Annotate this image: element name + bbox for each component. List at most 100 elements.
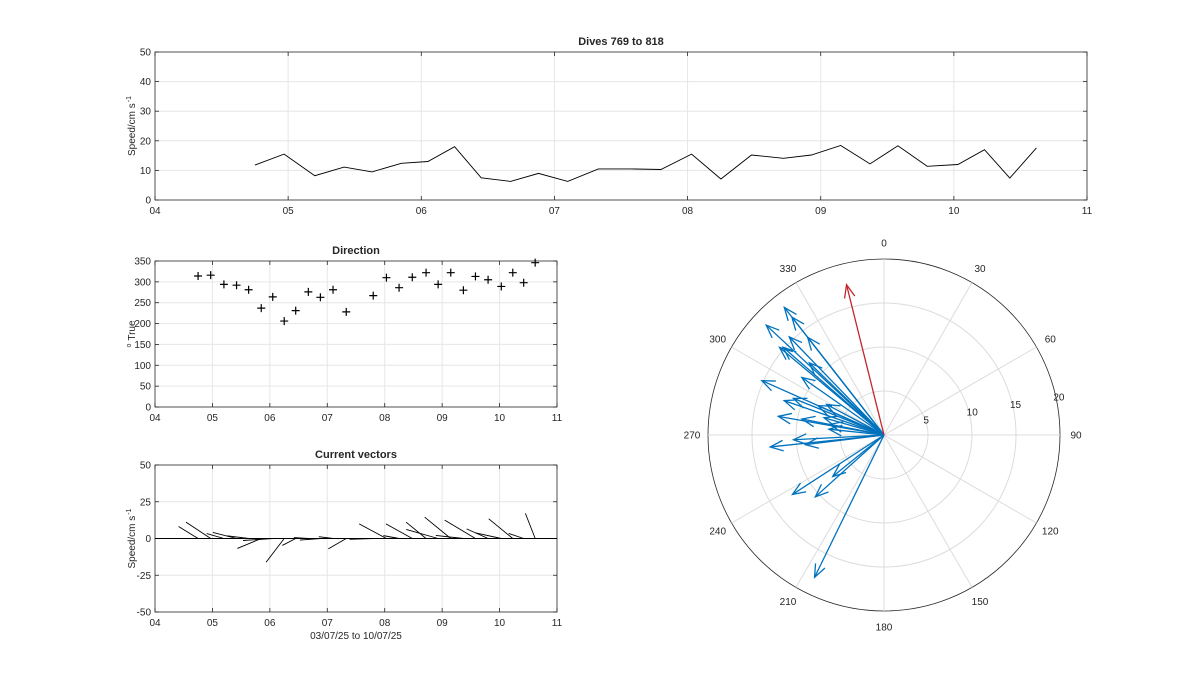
axes-box: [154, 260, 558, 408]
polar-angle-label: 180: [876, 623, 893, 634]
direction-scatter-plot: 04 05 06 07 08 09 10 11 0 50 100 150 200 250 300 350 Dir…: [126, 245, 563, 424]
current-vector-stick: [358, 523, 387, 539]
polar-vector-arrow: [761, 380, 885, 436]
y-tick-label: 50: [140, 382, 152, 393]
current-vector-stick: [475, 532, 502, 539]
current-vector-stick: [185, 521, 211, 539]
direction-marker: [382, 273, 391, 282]
y-axis-label-text: True: [127, 320, 138, 341]
direction-marker: [531, 258, 540, 267]
x-tick-label: 06: [264, 413, 276, 424]
polar-arrowhead: [782, 399, 799, 411]
y-tick-label: 20: [140, 136, 152, 147]
polar-spoke: [883, 434, 1037, 524]
direction-marker: [329, 285, 338, 294]
polar-vector-arrow: [791, 316, 885, 436]
y-tick-label: 50: [140, 461, 152, 472]
polar-vector-arrow: [788, 336, 885, 436]
current-vector-stick: [405, 521, 427, 539]
polar-angle-label: 150: [972, 597, 989, 608]
polar-arrowhead: [778, 346, 794, 360]
direction-marker: [280, 317, 289, 326]
polar-spoke: [883, 434, 973, 588]
x-tick-label: 07: [322, 618, 334, 629]
direction-marker: [395, 283, 404, 292]
y-axis-label-degree: o: [126, 344, 133, 348]
y-tick-label: 300: [134, 277, 151, 288]
polar-arrowhead: [803, 437, 820, 449]
direction-marker: [471, 272, 480, 281]
x-tick-label: 06: [264, 618, 276, 629]
polar-angle-label: 0: [881, 239, 887, 250]
current-vector-stick: [508, 532, 524, 539]
polar-arrowhead: [781, 346, 797, 361]
current-vector-stick: [524, 513, 536, 539]
x-tick-label: 06: [416, 206, 428, 217]
y-tick-label: 0: [145, 403, 151, 414]
current-vector-stick: [328, 538, 347, 550]
x-tick-label: 09: [815, 206, 827, 217]
y-axis-label: o True: [126, 320, 138, 348]
y-tick-label: 0: [145, 534, 151, 545]
polar-angle-label: 270: [684, 431, 701, 442]
polar-spoke: [795, 282, 885, 436]
y-tick-label: 50: [140, 48, 152, 59]
polar-arrowhead: [800, 376, 816, 390]
current-vector-stick: [488, 518, 514, 539]
direction-marker: [459, 286, 468, 295]
current-vector-stick: [435, 534, 464, 539]
polar-angle-label: 330: [780, 264, 797, 275]
polar-arrowhead: [822, 415, 838, 427]
x-tick-label: 08: [379, 618, 391, 629]
x-tick-label: 04: [149, 618, 161, 629]
x-tick-label: 08: [379, 413, 391, 424]
polar-angle-label: 30: [974, 264, 986, 275]
polar-vector-arrow: [778, 415, 885, 436]
direction-marker: [434, 280, 443, 289]
current-vector-stick: [212, 531, 237, 539]
chart-title: Dives 769 to 818: [578, 36, 664, 48]
polar-arrowhead: [791, 482, 807, 496]
y-tick-label: 150: [134, 340, 151, 351]
x-tick-label: 11: [552, 618, 563, 629]
direction-marker: [206, 271, 215, 280]
direction-marker: [232, 281, 241, 290]
polar-arrowhead: [813, 563, 826, 579]
y-tick-label: -50: [137, 608, 152, 619]
direction-marker: [342, 307, 351, 316]
polar-radial-label: 20: [1053, 392, 1065, 403]
current-vector-stick: [265, 538, 285, 563]
polar-compass-plot: 0 30 60 90 120 150 180 210 240 270 300 330 5 10 15 20: [684, 239, 1082, 634]
direction-marker: [291, 306, 300, 315]
polar-vector-arrow: [765, 324, 885, 436]
polar-spoke: [731, 346, 885, 436]
speed-time-series-plot: 04 05 06 07 08 09 10 11 0 10 20 30 40 50 Dives 769 to …: [126, 36, 1093, 217]
direction-marker: [268, 292, 277, 301]
x-tick-label: 07: [322, 413, 334, 424]
x-tick-label: 09: [437, 413, 449, 424]
y-tick-label: 100: [134, 361, 151, 372]
x-tick-label: 10: [494, 618, 506, 629]
current-vector-stick: [424, 516, 452, 539]
polar-latest-vector-arrow: [845, 284, 885, 436]
polar-arrowhead: [824, 403, 841, 416]
direction-marker: [508, 268, 517, 277]
current-vector-stick: [237, 538, 262, 549]
y-tick-label: 350: [134, 257, 151, 268]
current-vector-stick: [299, 538, 321, 541]
x-tick-label: 11: [1082, 206, 1093, 217]
direction-marker: [304, 287, 313, 296]
y-tick-label: -25: [137, 571, 152, 582]
y-tick-label: 250: [134, 298, 151, 309]
x-tick-label: 05: [207, 618, 219, 629]
y-tick-label: 10: [140, 166, 152, 177]
y-axis-label-text: Speed/cm s: [127, 516, 138, 569]
x-tick-label: 05: [207, 413, 219, 424]
x-tick-label: 05: [283, 206, 295, 217]
x-tick-label: 11: [552, 413, 563, 424]
current-vector-stick: [318, 536, 334, 539]
polar-angle-label: 240: [709, 527, 726, 538]
x-tick-label: 08: [682, 206, 694, 217]
y-tick-label: 25: [140, 497, 152, 508]
